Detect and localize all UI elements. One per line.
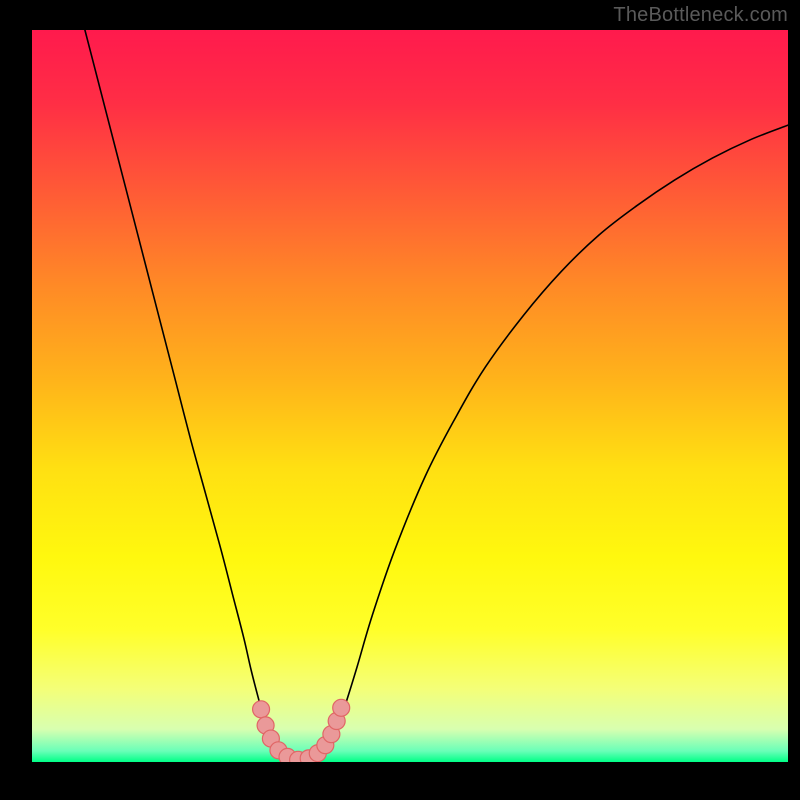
plot-area (32, 30, 788, 762)
watermark-text: TheBottleneck.com (613, 4, 788, 27)
curve-markers (253, 699, 350, 762)
marker-dot (253, 701, 270, 718)
curve-layer (32, 30, 788, 762)
marker-dot (333, 699, 350, 716)
bottleneck-curve (85, 30, 788, 762)
plot-frame (0, 0, 800, 800)
